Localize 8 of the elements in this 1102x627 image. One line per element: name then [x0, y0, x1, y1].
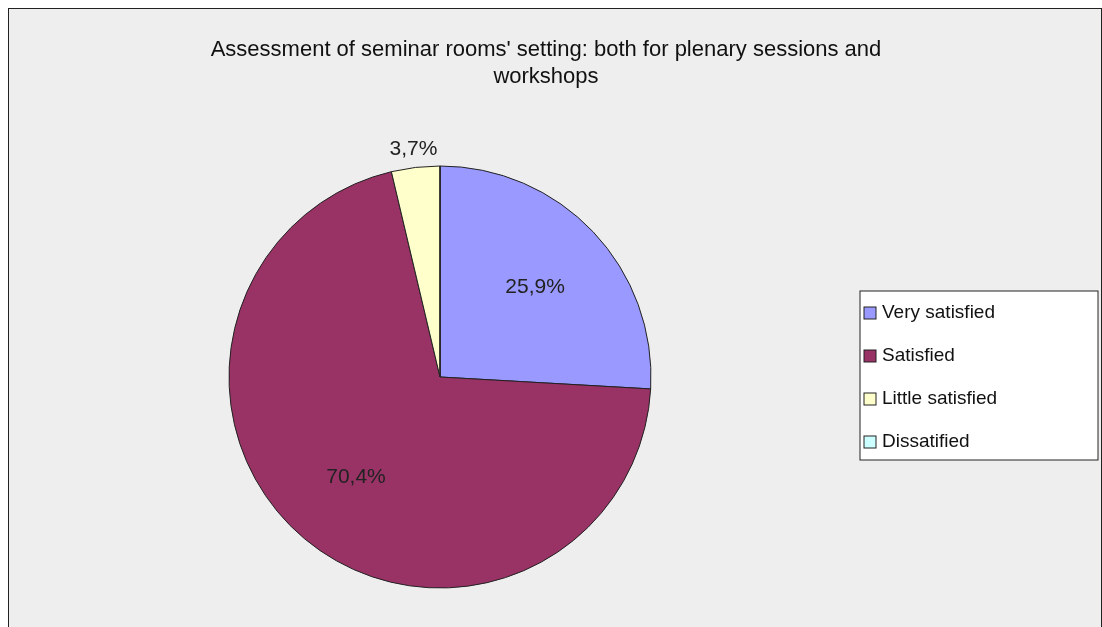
legend-label: Little satisfied	[882, 387, 998, 409]
data-label: 25,9%	[505, 273, 565, 297]
data-label: 3,7%	[389, 136, 438, 160]
legend-label: Dissatified	[882, 430, 970, 452]
data-label: 70,4%	[326, 463, 386, 487]
chart-title: Assessment of seminar rooms' setting: both for plenary sessions and workshops	[210, 36, 882, 88]
legend-label: Satisfied	[882, 344, 955, 366]
legend-label: Very satisfied	[882, 301, 995, 323]
